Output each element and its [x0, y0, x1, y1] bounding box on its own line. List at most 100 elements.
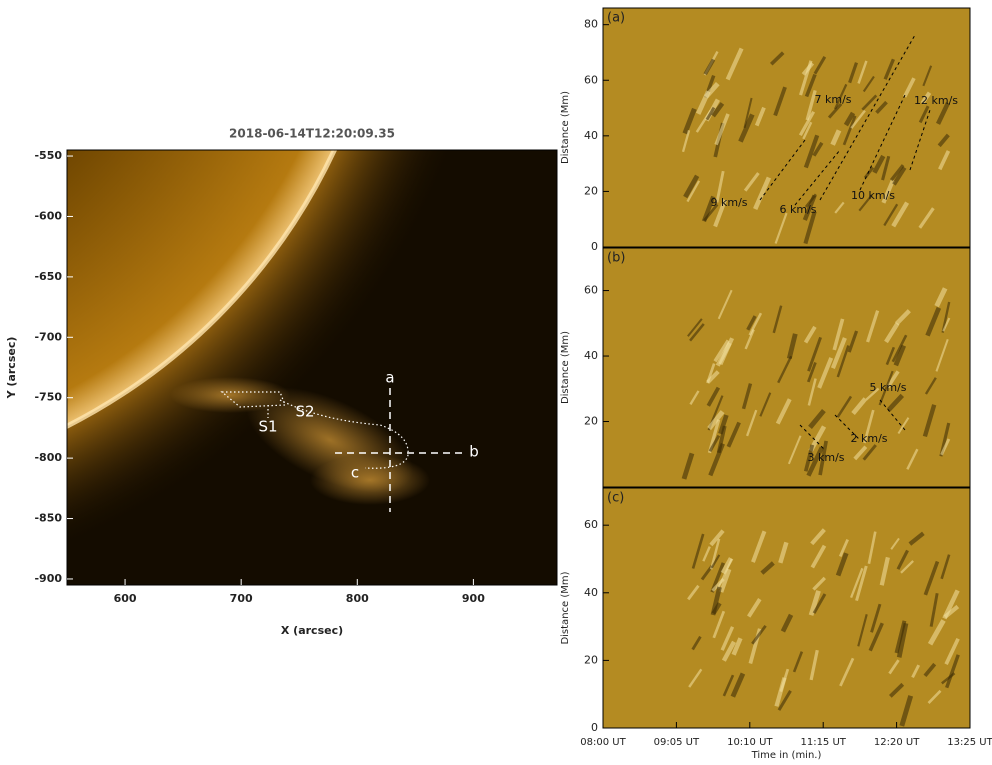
- streak: [777, 690, 792, 711]
- streak: [865, 387, 880, 401]
- streak: [895, 309, 911, 326]
- streak: [805, 90, 817, 121]
- y-tick-label: 20: [584, 415, 598, 428]
- streak: [804, 73, 817, 98]
- streak: [744, 329, 755, 350]
- plot-frame: [602, 247, 971, 488]
- streak: [810, 544, 827, 569]
- streak: [775, 398, 792, 425]
- streak: [884, 322, 900, 344]
- streak: [836, 395, 853, 418]
- streak: [707, 410, 725, 431]
- streak: [718, 414, 729, 435]
- streak: [747, 598, 762, 618]
- annotation: a: [385, 369, 394, 387]
- y-tick-label: 40: [584, 349, 598, 362]
- annotation: 7 km/s: [814, 93, 851, 106]
- streak: [908, 531, 925, 546]
- streak: [941, 672, 956, 685]
- streak: [709, 529, 725, 547]
- streak: [746, 409, 758, 437]
- streak: [836, 345, 850, 378]
- annotation: 10 km/s: [851, 189, 895, 202]
- annotation: 9 km/s: [710, 196, 747, 209]
- streak: [687, 584, 700, 601]
- annotation: S1: [258, 418, 277, 436]
- y-tick-label: -800: [34, 451, 62, 464]
- annotation: 6 km/s: [779, 203, 816, 216]
- x-tick-label: 09:05 UT: [654, 737, 700, 748]
- streak: [911, 664, 921, 679]
- annotation: c: [351, 464, 359, 482]
- streak: [681, 452, 695, 480]
- streak: [927, 689, 942, 704]
- streak: [853, 445, 868, 461]
- streak: [759, 392, 772, 417]
- streak: [906, 448, 919, 470]
- streak: [847, 330, 859, 353]
- streak: [809, 649, 819, 681]
- streak: [787, 435, 802, 465]
- streak: [827, 102, 843, 119]
- streak: [725, 47, 744, 81]
- streak: [688, 668, 703, 688]
- streak: [710, 554, 721, 569]
- x-tick-label: 11:15 UT: [800, 737, 846, 748]
- streak: [720, 557, 734, 575]
- streak: [896, 622, 909, 658]
- streak: [838, 539, 849, 557]
- streak: [774, 212, 788, 244]
- streak: [918, 207, 935, 229]
- streak: [712, 610, 726, 639]
- x-axis-label: X (arcsec): [281, 624, 343, 637]
- plot-frame: [66, 149, 558, 586]
- streak: [687, 318, 703, 337]
- streak: [890, 537, 900, 550]
- x-tick-label: 600: [114, 592, 137, 605]
- panel-label: (a): [607, 11, 625, 26]
- streak: [708, 434, 721, 452]
- y-tick-label: 20: [584, 184, 598, 197]
- y-axis-label: Y (arcsec): [5, 337, 18, 400]
- streak: [894, 620, 907, 654]
- x-axis-label: Time in (min.): [751, 750, 822, 761]
- streak: [731, 637, 743, 656]
- streak: [855, 565, 868, 602]
- streak: [810, 528, 826, 546]
- streak: [780, 613, 794, 633]
- streak: [806, 446, 824, 477]
- streak: [830, 129, 842, 146]
- y-tick-label: 20: [584, 653, 598, 666]
- y-tick-label: 80: [584, 18, 598, 31]
- streak: [741, 383, 753, 410]
- streak: [806, 362, 817, 383]
- y-tick-label: 60: [584, 73, 598, 86]
- streak: [881, 179, 895, 204]
- streak: [812, 141, 824, 157]
- streak: [713, 339, 730, 363]
- streak: [803, 210, 817, 245]
- streak: [754, 106, 766, 127]
- streak: [922, 65, 933, 87]
- chart-title: 2018-06-14T12:20:09.35: [229, 127, 395, 141]
- streak: [858, 194, 873, 212]
- streak: [792, 651, 804, 673]
- fit-line: [909, 109, 931, 171]
- y-axis-label: Distance (Mm): [560, 571, 571, 644]
- y-tick-label: -600: [34, 209, 62, 222]
- streak: [833, 83, 848, 110]
- fit-line: [879, 399, 906, 431]
- streak: [903, 77, 916, 98]
- solar-image: [67, 150, 557, 585]
- streak: [717, 289, 733, 320]
- streak: [751, 530, 767, 563]
- streak: [851, 397, 868, 415]
- streak: [883, 58, 895, 80]
- map-background: [603, 488, 970, 728]
- streak: [934, 287, 948, 308]
- streak: [703, 203, 719, 222]
- streak: [924, 377, 937, 395]
- streak: [940, 438, 951, 456]
- streak: [808, 590, 821, 616]
- x-tick-label: 800: [346, 592, 369, 605]
